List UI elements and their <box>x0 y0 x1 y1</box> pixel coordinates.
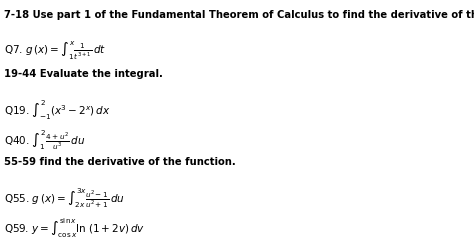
Text: 7-18 Use part 1 of the Fundamental Theorem of Calculus to find the derivative of: 7-18 Use part 1 of the Fundamental Theor… <box>4 10 474 20</box>
Text: Q40. $\int_1^2 \frac{4+u^2}{u^3}\, du$: Q40. $\int_1^2 \frac{4+u^2}{u^3}\, du$ <box>4 128 86 152</box>
Text: Q7. $g\,(x) = \int_1^x \frac{1}{t^{3+1}}\, dt$: Q7. $g\,(x) = \int_1^x \frac{1}{t^{3+1}}… <box>4 40 107 62</box>
Text: 19-44 Evaluate the integral.: 19-44 Evaluate the integral. <box>4 69 163 79</box>
Text: Q19. $\int_{-1}^{2}(x^3 - 2^x)\, dx$: Q19. $\int_{-1}^{2}(x^3 - 2^x)\, dx$ <box>4 99 111 122</box>
Text: 55-59 find the derivative of the function.: 55-59 find the derivative of the functio… <box>4 157 236 167</box>
Text: Q55. $g\,(x) = \int_{2x}^{3x} \frac{u^2-1}{u^2+1}\, du$: Q55. $g\,(x) = \int_{2x}^{3x} \frac{u^2-… <box>4 187 125 210</box>
Text: Q59. $y = \int_{\cos x}^{\sin x} \ln\,(1+2v)\,dv$: Q59. $y = \int_{\cos x}^{\sin x} \ln\,(1… <box>4 216 146 240</box>
